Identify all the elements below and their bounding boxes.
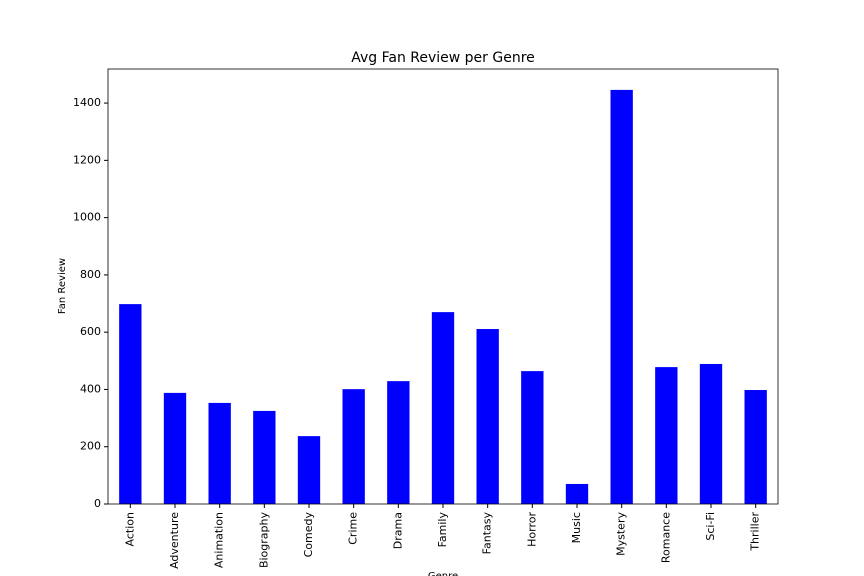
y-axis-label: Fan Review xyxy=(57,258,68,314)
bar xyxy=(565,483,589,504)
x-tick-label: Drama xyxy=(391,512,404,549)
x-tick-label: Horror xyxy=(525,512,538,547)
bar xyxy=(431,312,455,504)
y-tick-label: 1000 xyxy=(73,211,101,224)
y-tick-label: 200 xyxy=(80,440,101,453)
x-tick-label: Romance xyxy=(659,512,672,563)
bar xyxy=(610,89,633,504)
bar xyxy=(744,390,767,504)
bar xyxy=(208,402,231,504)
y-tick-label: 1200 xyxy=(73,153,101,166)
y-tick-label: 0 xyxy=(94,497,101,510)
y-tick-label: 400 xyxy=(80,382,101,395)
bar xyxy=(655,367,678,504)
x-tick-label: Action xyxy=(123,512,136,546)
chart-title: Avg Fan Review per Genre xyxy=(351,50,535,66)
bar xyxy=(297,436,321,504)
bar xyxy=(253,410,276,504)
bar xyxy=(699,363,723,504)
x-tick-label: Family xyxy=(436,512,449,548)
y-tick-label: 800 xyxy=(80,268,101,281)
x-tick-label: Thriller xyxy=(749,512,762,552)
bar xyxy=(342,389,365,504)
x-tick-label: Comedy xyxy=(302,512,315,558)
x-tick-label: Sci-Fi xyxy=(704,512,717,541)
x-tick-label: Mystery xyxy=(615,512,628,556)
x-tick-label: Animation xyxy=(213,512,226,568)
bar xyxy=(163,392,187,504)
bar xyxy=(476,329,499,504)
x-axis-label: Genre xyxy=(428,571,458,576)
bar xyxy=(387,381,410,504)
x-tick-label: Fantasy xyxy=(481,512,494,555)
y-tick-label: 600 xyxy=(80,325,101,338)
bar xyxy=(521,371,544,504)
x-tick-label: Music xyxy=(570,512,583,543)
x-tick-label: Adventure xyxy=(168,512,181,569)
bar xyxy=(119,304,142,504)
x-tick-label: Biography xyxy=(257,512,270,569)
y-tick-label: 1400 xyxy=(73,96,101,109)
x-tick-label: Crime xyxy=(347,512,360,545)
plot-frame xyxy=(107,68,779,505)
